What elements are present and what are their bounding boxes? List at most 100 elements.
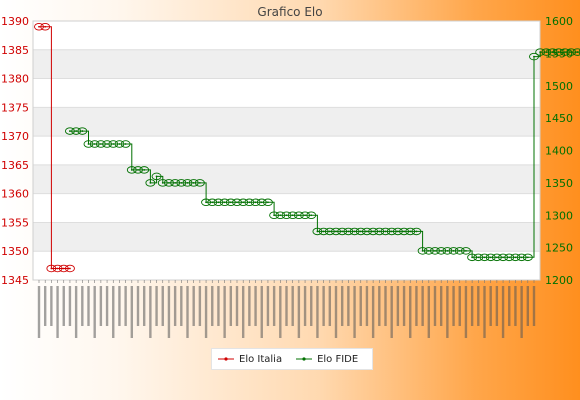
data-point-dot-1 (409, 230, 412, 233)
data-point-dot-0 (62, 267, 65, 270)
data-point-1 (355, 227, 366, 236)
data-point-1 (281, 211, 292, 219)
x-tick-label (322, 286, 325, 326)
x-tick-label (149, 286, 152, 338)
data-point-dot-1 (118, 143, 121, 145)
data-point-1 (460, 247, 471, 255)
data-point-1 (399, 227, 410, 236)
data-point-dot-1 (545, 51, 548, 53)
data-point-dot-1 (458, 249, 461, 252)
data-point-dot-1 (415, 230, 418, 233)
x-tick-label (409, 286, 412, 338)
data-point-dot-1 (223, 201, 226, 204)
x-tick-label (192, 286, 195, 326)
y-right-axis: 1200 1250 1300 1350 1400 1450 1500 1550 1600 (545, 15, 573, 287)
x-tick-label (186, 286, 189, 338)
data-point-1 (287, 211, 298, 219)
data-point-1 (491, 253, 502, 262)
legend-label-elo-italia: Elo Italia (239, 353, 283, 365)
data-point-dot-1 (551, 51, 554, 53)
data-point-1 (374, 227, 385, 236)
x-tick-label (204, 286, 208, 338)
plot-band (33, 49, 540, 79)
data-point-dot-1 (254, 201, 257, 204)
x-tick-label (347, 286, 350, 326)
data-point-1 (343, 227, 354, 236)
x-tick-label (297, 286, 301, 338)
plot-bands (33, 21, 540, 280)
data-point-1 (194, 179, 205, 187)
x-tick-label (99, 286, 103, 326)
data-point-1 (114, 140, 125, 148)
data-point-dot-1 (168, 181, 170, 184)
y-right-tick-label: 1450 (545, 112, 573, 125)
x-tick-label (180, 286, 183, 326)
x-tick-label (421, 286, 424, 326)
data-point-dot-1 (446, 249, 449, 252)
x-tick-label (489, 286, 492, 326)
data-point-dot-1 (161, 181, 164, 184)
data-point-0 (34, 23, 44, 31)
x-tick-label (241, 286, 245, 338)
data-point-dot-1 (440, 249, 443, 252)
x-tick-label (458, 286, 461, 326)
data-point-1 (547, 48, 558, 56)
data-point-dot-1 (328, 230, 331, 233)
data-point-1 (108, 140, 119, 148)
data-point-1 (454, 247, 465, 255)
x-tick-label (328, 286, 332, 326)
x-tick-label (316, 286, 319, 338)
x-tick-label (508, 286, 511, 326)
x-tick-label (105, 286, 109, 326)
data-point-1 (522, 253, 533, 262)
data-point-1 (430, 247, 440, 255)
data-point-dot-1 (279, 214, 282, 217)
data-point-1 (157, 179, 168, 187)
y-left-tick-label: 1350 (1, 245, 29, 258)
data-point-1 (312, 227, 323, 236)
data-point-1 (368, 227, 379, 236)
data-point-dot-1 (316, 230, 319, 233)
x-tick-label (384, 286, 387, 326)
x-tick-label (223, 286, 226, 338)
data-point-dot-0 (50, 267, 53, 270)
data-point-dot-1 (390, 230, 393, 233)
data-point-1 (151, 172, 162, 181)
x-tick-label (514, 286, 517, 326)
legend-item-elo-fide: Elo FIDE (296, 354, 358, 365)
data-point-1 (572, 48, 580, 56)
data-point-1 (423, 247, 434, 255)
data-point-1 (405, 227, 416, 236)
x-tick-label (50, 286, 53, 326)
data-point-1 (417, 247, 428, 255)
x-tick-label (37, 286, 41, 338)
data-point-dot-1 (242, 201, 245, 204)
legend-marker-green (296, 357, 313, 361)
x-tick-label (74, 286, 78, 338)
y-right-tick-label: 1500 (545, 80, 573, 93)
y-left-tick-label: 1390 (1, 15, 29, 28)
data-point-dot-1 (106, 143, 108, 145)
data-point-dot-1 (322, 230, 325, 233)
data-point-1 (89, 140, 100, 148)
x-tick-label (532, 286, 536, 326)
data-point-dot-1 (217, 201, 220, 204)
data-point-1 (566, 48, 577, 56)
data-point-1 (262, 198, 273, 207)
data-point-1 (102, 140, 113, 148)
plot-band (33, 21, 540, 50)
data-point-dot-1 (180, 181, 183, 184)
data-point-0 (58, 264, 69, 273)
data-point-1 (541, 48, 552, 56)
x-tick-label (526, 286, 530, 326)
data-point-dot-1 (421, 249, 424, 252)
plot-band (33, 164, 540, 194)
data-point-dot-1 (186, 181, 189, 184)
legend-marker-red (218, 357, 234, 361)
y-left-tick-label: 1365 (1, 159, 29, 172)
data-point-dot-1 (297, 214, 300, 217)
data-point-dot-1 (396, 230, 399, 233)
data-point-dot-1 (236, 201, 238, 204)
plot-band (33, 136, 540, 165)
data-point-dot-1 (174, 181, 177, 184)
